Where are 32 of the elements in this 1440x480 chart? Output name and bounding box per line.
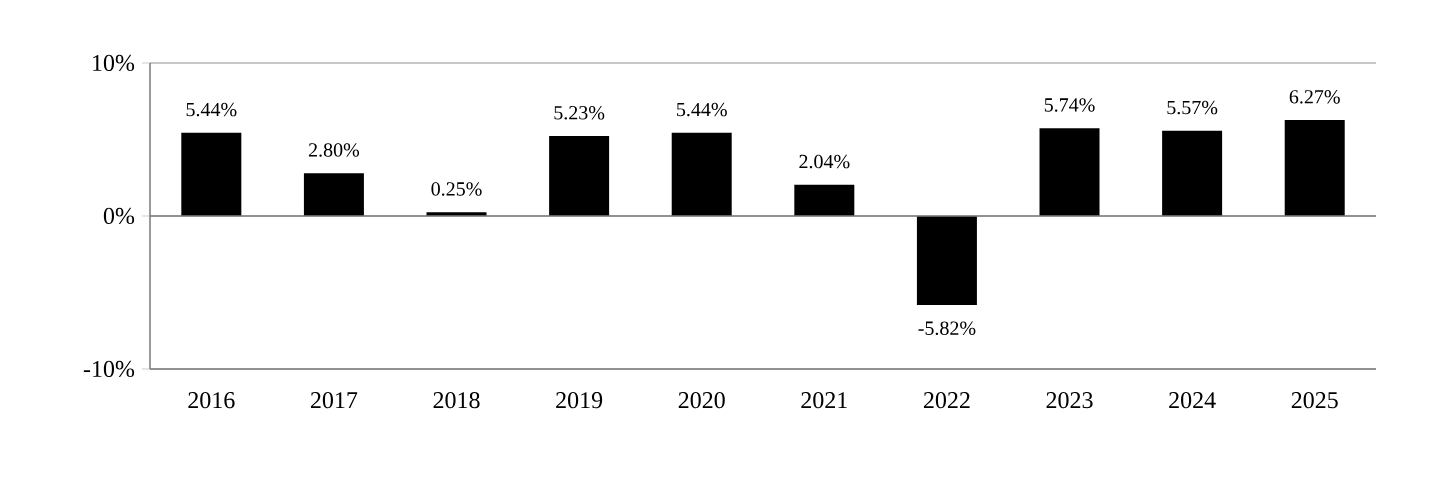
- data-label: 6.27%: [1289, 90, 1340, 104]
- x-tick-label: 2018: [433, 392, 480, 409]
- bar: [1039, 128, 1100, 216]
- bar: [916, 215, 977, 306]
- bar: [303, 173, 364, 216]
- x-tick-label: 2022: [923, 392, 970, 409]
- x-tick-label: 2023: [1046, 392, 1093, 409]
- bar: [671, 132, 732, 216]
- data-label: 5.74%: [1044, 98, 1095, 112]
- data-label: 2.80%: [308, 143, 360, 157]
- data-label: -5.82%: [918, 321, 976, 336]
- y-tick-label: 10%: [93, 54, 135, 72]
- x-tick-label: 2017: [310, 392, 358, 409]
- bar: [1284, 120, 1345, 216]
- data-label: 2.04%: [799, 154, 850, 169]
- bar: [549, 135, 610, 216]
- x-tick-label: 2025: [1291, 392, 1338, 409]
- bar: [1162, 130, 1223, 216]
- data-label: 5.23%: [554, 105, 605, 120]
- bar: [794, 184, 855, 216]
- data-label: 0.25%: [431, 182, 482, 196]
- x-tick-label: 2024: [1169, 392, 1216, 409]
- data-label: 5.57%: [1167, 100, 1218, 115]
- data-label: 5.44%: [186, 102, 237, 117]
- x-tick-label: 2020: [678, 392, 725, 409]
- y-tick-label: -10%: [83, 360, 135, 378]
- data-label: 5.44%: [677, 102, 727, 117]
- bar: [181, 132, 242, 216]
- x-tick-label: 2021: [801, 392, 847, 409]
- y-tick-label: 0%: [103, 207, 135, 225]
- x-tick-label: 2019: [556, 392, 603, 409]
- x-tick-label: 2016: [188, 392, 235, 409]
